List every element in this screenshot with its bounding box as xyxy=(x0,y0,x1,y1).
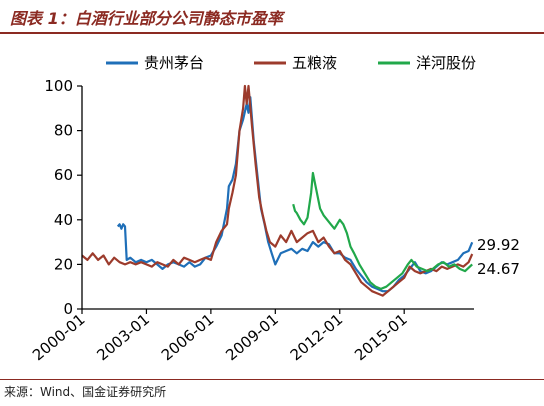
x-tick-label: 2015-01 xyxy=(351,310,411,364)
x-tick-label: 2006-01 xyxy=(158,310,218,364)
x-tick-label: 2009-01 xyxy=(222,310,282,364)
legend-label: 贵州茅台 xyxy=(144,54,204,72)
x-tick-label: 2003-01 xyxy=(93,310,153,364)
series-line-3 xyxy=(292,171,473,290)
legend: 贵州茅台 五粮液 洋河股份 xyxy=(106,54,476,72)
x-tick-label: 2000-01 xyxy=(29,310,89,364)
y-tick-label: 100 xyxy=(44,77,73,95)
series-line-2 xyxy=(81,84,474,297)
end-labels: 29.92 24.67 xyxy=(477,236,520,278)
x-tick-label: 2012-01 xyxy=(287,310,347,364)
figure-title: 图表 1：白酒行业部分公司静态市盈率 xyxy=(10,9,283,28)
y-tick-label: 0 xyxy=(63,300,73,318)
legend-label: 五粮液 xyxy=(292,54,337,72)
y-tick-label: 20 xyxy=(54,255,73,273)
end-value-label: 29.92 xyxy=(477,236,520,254)
source-rule xyxy=(0,379,544,380)
y-tick-label: 40 xyxy=(54,211,73,229)
y-tick-label: 60 xyxy=(54,166,73,184)
end-value-label: 24.67 xyxy=(477,260,520,278)
y-tick-label: 80 xyxy=(54,122,73,140)
legend-label: 洋河股份 xyxy=(416,54,476,72)
title-rule xyxy=(0,32,544,34)
plot-lines xyxy=(81,84,474,297)
source-note: 来源：Wind、国金证券研究所 xyxy=(4,385,167,399)
